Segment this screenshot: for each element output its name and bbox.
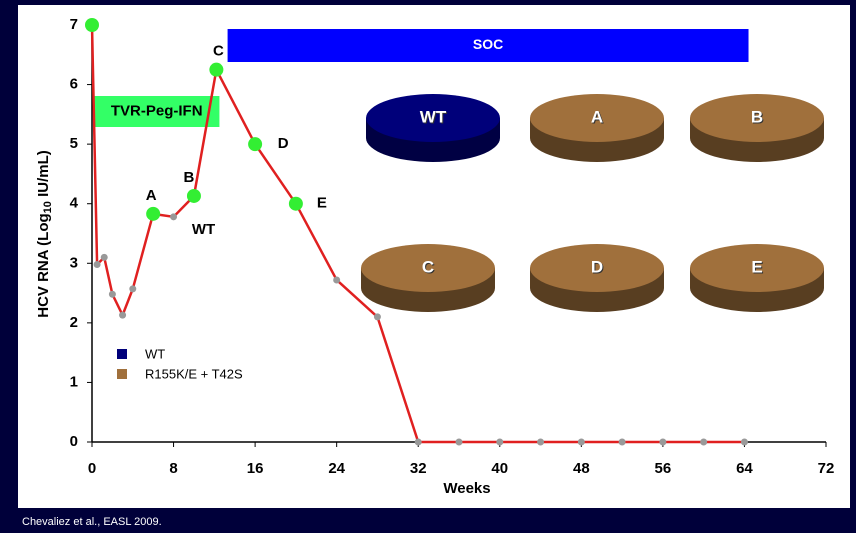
x-tick-label: 48 xyxy=(573,460,590,477)
legend-label: WT xyxy=(145,346,165,361)
disc-label: C xyxy=(422,257,434,276)
y-tick-label: 4 xyxy=(70,195,79,212)
y-tick-label: 0 xyxy=(70,433,78,450)
point-label: A xyxy=(146,187,157,204)
data-point xyxy=(170,213,177,220)
x-tick-label: 40 xyxy=(491,460,508,477)
highlight-point xyxy=(209,63,223,77)
data-point xyxy=(619,439,626,446)
phase-label: SOC xyxy=(473,36,503,52)
highlight-point xyxy=(146,207,160,221)
disc-label: D xyxy=(591,257,603,276)
y-label-part: HCV RNA (Log xyxy=(35,213,52,317)
data-point xyxy=(374,313,381,320)
x-tick-label: 56 xyxy=(655,460,672,477)
legend-label: R155K/E + T42S xyxy=(145,366,243,381)
x-axis-label: Weeks xyxy=(443,480,490,497)
x-tick-label: 0 xyxy=(88,460,96,477)
phase-label: TVR-Peg-IFN xyxy=(111,102,203,119)
data-point xyxy=(456,439,463,446)
source: Chevaliez et al., EASL 2009. xyxy=(22,516,162,528)
point-label: E xyxy=(317,195,327,212)
x-tick-label: 8 xyxy=(169,460,177,477)
x-tick-label: 72 xyxy=(818,460,835,477)
legend-swatch xyxy=(117,369,127,379)
chart: Chevaliez et al., EASL 2009. Weeks HCV R… xyxy=(0,0,856,533)
point-label: C xyxy=(213,43,224,60)
data-point xyxy=(94,261,101,268)
point-label: D xyxy=(278,135,289,152)
highlight-point xyxy=(248,137,262,151)
data-point xyxy=(415,439,422,446)
data-point xyxy=(578,439,585,446)
data-point xyxy=(129,285,136,292)
data-point xyxy=(333,276,340,283)
data-point xyxy=(109,291,116,298)
disc-label: WT xyxy=(420,107,447,126)
data-point xyxy=(537,439,544,446)
highlight-point xyxy=(289,197,303,211)
data-point xyxy=(700,439,707,446)
highlight-point xyxy=(187,189,201,203)
highlight-point xyxy=(85,18,99,32)
data-point xyxy=(119,312,126,319)
y-label-sub: 10 xyxy=(42,201,54,213)
x-tick-label: 16 xyxy=(247,460,264,477)
point-label: B xyxy=(184,169,195,186)
legend-swatch xyxy=(117,349,127,359)
disc-label: A xyxy=(591,107,603,126)
disc-label: B xyxy=(751,107,763,126)
y-tick-label: 2 xyxy=(70,314,78,331)
y-tick-label: 3 xyxy=(70,254,78,271)
data-point xyxy=(741,439,748,446)
y-tick-label: 5 xyxy=(70,135,78,152)
point-label: WT xyxy=(192,221,215,238)
x-tick-label: 32 xyxy=(410,460,427,477)
y-tick-label: 1 xyxy=(70,373,78,390)
disc-label: E xyxy=(751,257,762,276)
data-point xyxy=(101,254,108,261)
data-point xyxy=(496,439,503,446)
x-tick-label: 24 xyxy=(328,460,345,477)
data-point xyxy=(659,439,666,446)
y-label-part: IU/mL) xyxy=(35,150,52,201)
y-tick-label: 6 xyxy=(70,76,78,93)
y-tick-label: 7 xyxy=(70,16,78,33)
x-tick-label: 64 xyxy=(736,460,753,477)
y-axis-label: HCV RNA (Log10 IU/mL) xyxy=(35,150,54,318)
